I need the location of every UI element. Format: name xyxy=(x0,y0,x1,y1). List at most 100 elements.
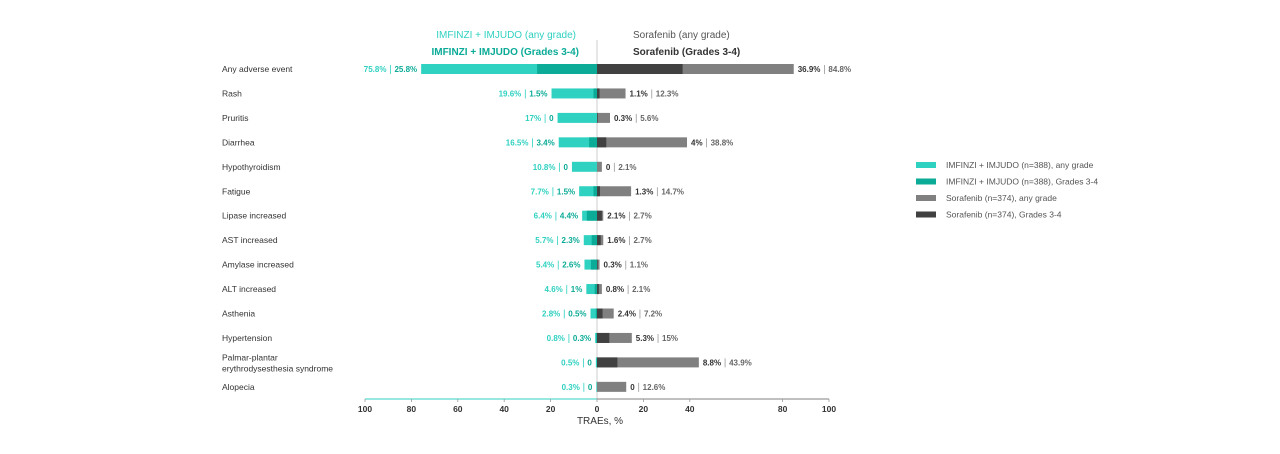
category-label: Alopecia xyxy=(222,382,255,392)
value-label-right-grades-3-4: 5.3% xyxy=(636,334,654,343)
bar-right-any-grade xyxy=(597,284,602,295)
category-label: Hypertension xyxy=(222,333,272,343)
value-label-left-grades-3-4: 3.4% xyxy=(536,138,554,147)
bar-left-grades-3-4 xyxy=(590,259,597,270)
value-label-right-grades-3-4: 0.3% xyxy=(614,114,632,123)
x-axis-title: TRAEs, % xyxy=(577,416,623,427)
bar-right-any-grade xyxy=(597,88,626,99)
bar-right-any-grade xyxy=(597,64,794,74)
x-tick-label: 40 xyxy=(685,404,695,414)
bar-left-grades-3-4 xyxy=(593,186,597,197)
bar-left-any-grade xyxy=(586,284,597,295)
value-label-right-any-grade: 14.7% xyxy=(661,187,684,196)
value-label-right-any-grade: 5.6% xyxy=(640,114,658,123)
category-label-line: Asthenia xyxy=(222,309,255,319)
category-label-line: Hypertension xyxy=(222,333,272,343)
category-label-line: Diarrhea xyxy=(222,137,255,147)
category-label-line: Palmar-plantar xyxy=(222,352,278,362)
bars-layer xyxy=(421,40,794,399)
category-label-line: Pruritis xyxy=(222,113,248,123)
header-left-any-grade: IMFINZI + IMJUDO (any grade) xyxy=(436,30,576,41)
bar-left-grades-3-4 xyxy=(596,332,597,343)
legend-entry: IMFINZI + IMJUDO (n=388), any grade xyxy=(946,160,1094,170)
bar-left-any-grade xyxy=(583,235,597,246)
legend: IMFINZI + IMJUDO (n=388), any grade IMFIN… xyxy=(916,160,1098,220)
bar-left-any-grade xyxy=(590,308,597,319)
bar-left-grades-3-4 xyxy=(594,284,597,295)
value-label-right-grades-3-4: 0.8% xyxy=(606,285,624,294)
bar-left-any-grade xyxy=(596,381,597,392)
category-label-line: Lipase increased xyxy=(222,211,287,221)
value-label-left-any-grade: 0.3% xyxy=(562,383,580,392)
value-label-right-grades-3-4: 1.1% xyxy=(630,89,648,98)
value-label-right-grades-3-4: 0 xyxy=(630,383,635,392)
value-label-right-any-grade: 12.3% xyxy=(656,89,679,98)
bar-left-grades-3-4 xyxy=(591,235,597,246)
value-label-left-grades-3-4: 1.5% xyxy=(529,89,547,98)
category-label: Asthenia xyxy=(222,309,255,319)
bar-left-grades-3-4 xyxy=(589,137,597,148)
value-label-left-grades-3-4: 1.5% xyxy=(557,187,575,196)
value-label-left-any-grade: 5.4% xyxy=(536,261,554,270)
x-tick-label: 80 xyxy=(778,404,788,414)
x-tick-label: 0 xyxy=(595,404,600,414)
value-label-left-grades-3-4: 0 xyxy=(549,114,554,123)
header-right-grades-3-4: Sorafenib (Grades 3-4) xyxy=(633,47,740,58)
bar-right-any-grade xyxy=(597,308,614,319)
value-label-left-grades-3-4: 4.4% xyxy=(560,212,578,221)
category-label: Palmar-plantar erythrodysesthesia syndrom… xyxy=(222,352,333,373)
value-label-right-grades-3-4: 36.9% xyxy=(798,65,821,74)
value-label-left-grades-3-4: 2.6% xyxy=(562,261,580,270)
bar-left-any-grade xyxy=(595,332,597,343)
value-label-right-any-grade: 2.7% xyxy=(633,212,651,221)
category-label: Fatigue xyxy=(222,186,251,196)
value-label-left-any-grade: 0.8% xyxy=(547,334,565,343)
category-label: Diarrhea xyxy=(222,137,255,147)
value-label-left-any-grade: 19.6% xyxy=(499,89,522,98)
category-label-line: Any adverse event xyxy=(222,64,293,74)
value-label-right-grades-3-4: 0 xyxy=(606,163,611,172)
legend-entry: Sorafenib (n=374), any grade xyxy=(946,193,1057,203)
value-label-right-grades-3-4: 2.1% xyxy=(607,212,625,221)
bar-right-grades-3-4 xyxy=(597,332,610,343)
value-label-left-grades-3-4: 0 xyxy=(587,358,592,367)
bar-left-any-grade xyxy=(595,357,597,368)
legend-swatch xyxy=(916,211,936,218)
value-label-left-any-grade: 4.6% xyxy=(545,285,563,294)
header-left-grades-3-4: IMFINZI + IMJUDO (Grades 3-4) xyxy=(431,47,579,58)
category-label: Lipase increased xyxy=(222,211,287,221)
value-label-right-any-grade: 2.1% xyxy=(632,285,650,294)
value-label-left-grades-3-4: 0.5% xyxy=(568,310,586,319)
value-label-left-grades-3-4: 0.3% xyxy=(573,334,591,343)
category-label-line: ALT increased xyxy=(222,284,276,294)
bar-left-grades-3-4 xyxy=(593,88,597,99)
bar-left-any-grade xyxy=(571,161,597,172)
bar-left-any-grade xyxy=(557,112,597,123)
category-label-line: Alopecia xyxy=(222,382,255,392)
category-label: Any adverse event xyxy=(222,64,293,74)
bar-right-grades-3-4 xyxy=(597,112,598,123)
category-label: AST increased xyxy=(222,235,278,245)
category-label-line: Hypothyroidism xyxy=(222,162,281,172)
category-label: Hypothyroidism xyxy=(222,162,281,172)
category-label: ALT increased xyxy=(222,284,276,294)
bar-left-any-grade xyxy=(579,186,597,197)
value-label-right-grades-3-4: 2.4% xyxy=(618,310,636,319)
x-tick-label: 20 xyxy=(546,404,556,414)
value-label-left-any-grade: 5.7% xyxy=(535,236,553,245)
bar-left-any-grade xyxy=(421,64,597,74)
value-labels: 25.8%75.8% 36.9% 84.8%1.5%19.6% 1.1% 12.3%01… xyxy=(364,65,851,392)
category-labels: Any adverse event Rash Pruritis Diarrhea Hyp… xyxy=(222,64,333,392)
header-right-any-grade: Sorafenib (any grade) xyxy=(633,30,730,41)
bar-right-any-grade xyxy=(597,186,632,197)
legend-swatch xyxy=(916,195,936,201)
value-label-right-any-grade: 2.7% xyxy=(633,236,651,245)
bar-right-any-grade xyxy=(597,332,632,343)
value-label-left-grades-3-4: 25.8% xyxy=(394,65,417,74)
bar-right-grades-3-4 xyxy=(597,137,607,148)
bar-right-grades-3-4 xyxy=(597,235,601,246)
legend-entry: Sorafenib (n=374), Grades 3-4 xyxy=(946,210,1062,220)
value-label-right-grades-3-4: 4% xyxy=(691,138,703,147)
category-label-line: Fatigue xyxy=(222,186,251,196)
